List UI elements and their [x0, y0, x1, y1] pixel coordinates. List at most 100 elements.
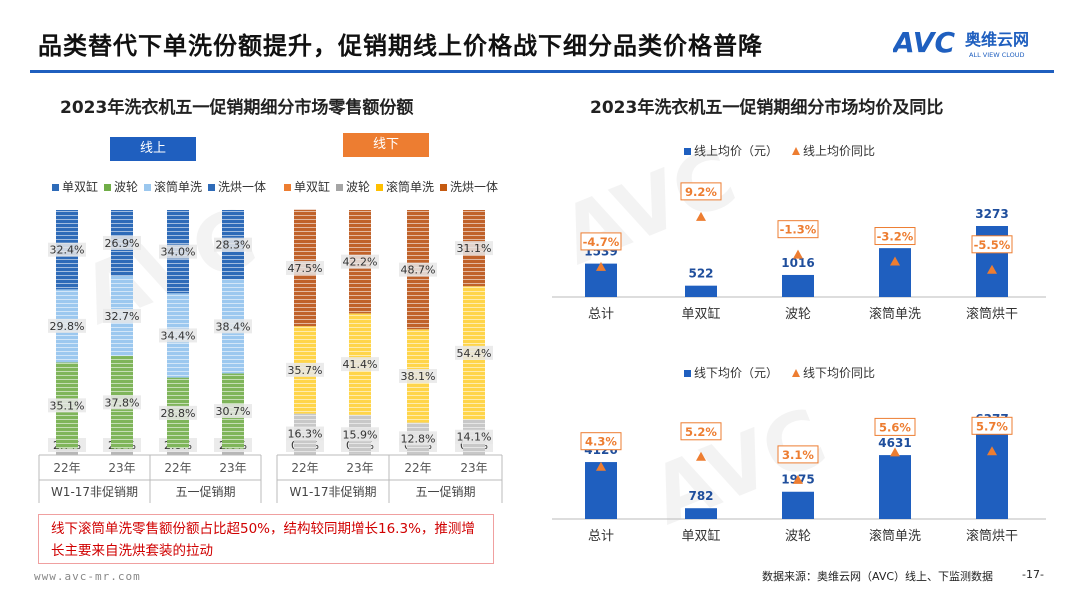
logo-cn: 奥维云网: [965, 30, 1029, 49]
yoy-label-box: [777, 220, 819, 239]
data-label: 35.1%: [50, 399, 85, 412]
yoy-marker: [987, 446, 997, 456]
period-label: 五一促销期: [415, 485, 475, 499]
yoy-label-box: [580, 232, 622, 251]
legend-item: 单双缸: [284, 178, 330, 195]
data-label: 29.8%: [50, 320, 85, 333]
x-tick-label: 总计: [588, 529, 614, 544]
price-bar: [685, 285, 717, 297]
yoy-marker: [987, 264, 997, 274]
legend-item: 线下均价（元）: [684, 364, 778, 381]
avc-logo: AVC 奥维云网 ALL VIEW CLOUD: [891, 26, 1053, 62]
yoy-marker: [696, 451, 706, 461]
data-label: 34.4%: [161, 329, 196, 342]
price-bar: [879, 455, 911, 519]
x-tick-label: 22年: [164, 461, 191, 475]
price-bar: [976, 431, 1008, 519]
data-label-box: [159, 328, 197, 343]
data-label: 12.8%: [401, 432, 436, 445]
offline-legend: 单双缸 波轮 滚筒单洗 洗烘一体: [284, 178, 498, 195]
bar-segment: [294, 453, 316, 455]
logo-text: AVC: [893, 26, 955, 59]
data-label-box: [455, 241, 493, 256]
offline-price-legend: 线下均价（元） 线下均价同比: [684, 364, 875, 381]
yoy-label-box: [874, 417, 916, 436]
data-label: 38.4%: [216, 320, 251, 333]
legend-item: 滚筒单洗: [376, 178, 434, 195]
page-title: 品类替代下单洗份额提升，促销期线上价格战下细分品类价格普降: [38, 32, 763, 60]
yoy-label: -5.5%: [974, 238, 1011, 252]
data-label-box: [214, 404, 252, 419]
share-stacked-chart: 2.7%35.1%29.8%32.4%22年2.6%37.8%32.7%26.9…: [38, 209, 503, 503]
yoy-label: 4.3%: [585, 435, 617, 449]
x-tick-label: 波轮: [785, 529, 811, 544]
data-label: 14.1%: [457, 431, 492, 444]
yoy-marker: [596, 461, 606, 471]
price-label: 782: [688, 489, 713, 503]
x-tick-label: 滚筒单洗: [869, 306, 921, 322]
website: www.avc-mr.com: [34, 570, 141, 583]
data-label-box: [48, 318, 86, 333]
x-tick-label: 滚筒烘干: [966, 306, 1018, 322]
x-tick-label: 23年: [346, 461, 373, 475]
data-label: 28.8%: [161, 407, 196, 420]
legend-item: 波轮: [104, 178, 138, 195]
x-tick-label: 滚筒单洗: [869, 528, 921, 544]
data-label-box: [214, 237, 252, 252]
data-label: 32.7%: [105, 310, 140, 323]
data-label-box: [399, 431, 437, 446]
yoy-marker: [793, 474, 803, 484]
data-label-box: [48, 242, 86, 257]
period-label: W1-17非促销期: [51, 485, 138, 499]
x-tick-label: 23年: [219, 461, 246, 475]
data-label-box: [455, 429, 493, 444]
price-label: 3273: [975, 207, 1008, 221]
x-tick-label: 滚筒烘干: [966, 528, 1018, 544]
data-label-box: [286, 426, 324, 441]
data-label: 28.3%: [216, 239, 251, 252]
data-label-box: [103, 235, 141, 250]
price-chart-title: 2023年洗衣机五一促销期细分市场均价及同比: [590, 98, 944, 118]
yoy-label-box: [971, 416, 1013, 435]
online-tag: 线上: [110, 137, 196, 161]
data-label-box: [214, 319, 252, 334]
yoy-label: -3.2%: [877, 230, 914, 244]
yoy-label-box: [777, 445, 819, 464]
yoy-label: 5.2%: [685, 425, 717, 439]
x-tick-label: 单双缸: [681, 528, 720, 544]
online-legend: 单双缸 波轮 滚筒单洗 洗烘一体: [52, 178, 266, 195]
data-label: 31.1%: [457, 242, 492, 255]
yoy-label: 9.2%: [685, 185, 717, 199]
page-number: -17-: [1022, 568, 1044, 581]
yoy-marker: [890, 256, 900, 266]
yoy-marker: [890, 447, 900, 457]
data-label: 37.8%: [105, 396, 140, 409]
data-label-box: [286, 362, 324, 377]
data-label: 38.1%: [401, 370, 436, 383]
data-label: 34.0%: [161, 246, 196, 259]
data-label: 54.4%: [457, 347, 492, 360]
yoy-label-box: [971, 235, 1013, 254]
share-chart-title: 2023年洗衣机五一促销期细分市场零售额份额: [60, 98, 414, 118]
data-label: 41.4%: [343, 358, 378, 371]
yoy-label-box: [874, 227, 916, 246]
x-tick-label: 23年: [108, 461, 135, 475]
data-label-box: [48, 398, 86, 413]
yoy-label-box: [580, 432, 622, 451]
legend-item: 波轮: [336, 178, 370, 195]
data-label-box: [159, 405, 197, 420]
x-tick-label: 23年: [460, 461, 487, 475]
yoy-label: -1.3%: [780, 223, 817, 237]
price-bar: [685, 508, 717, 519]
data-label: 48.7%: [401, 264, 436, 277]
data-label: 42.2%: [343, 256, 378, 269]
price-label: 522: [688, 267, 713, 281]
x-tick-label: 22年: [53, 461, 80, 475]
period-label: 五一促销期: [175, 485, 235, 499]
x-tick-label: 波轮: [785, 307, 811, 322]
yoy-label: 5.7%: [976, 419, 1008, 433]
x-tick-label: 单双缸: [681, 306, 720, 322]
period-label: W1-17非促销期: [289, 485, 376, 499]
x-tick-label: 22年: [404, 461, 431, 475]
data-label: 30.7%: [216, 405, 251, 418]
